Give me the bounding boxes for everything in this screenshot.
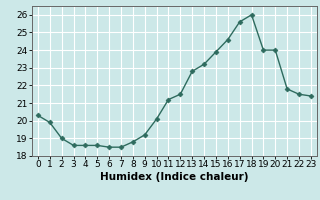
X-axis label: Humidex (Indice chaleur): Humidex (Indice chaleur) <box>100 172 249 182</box>
